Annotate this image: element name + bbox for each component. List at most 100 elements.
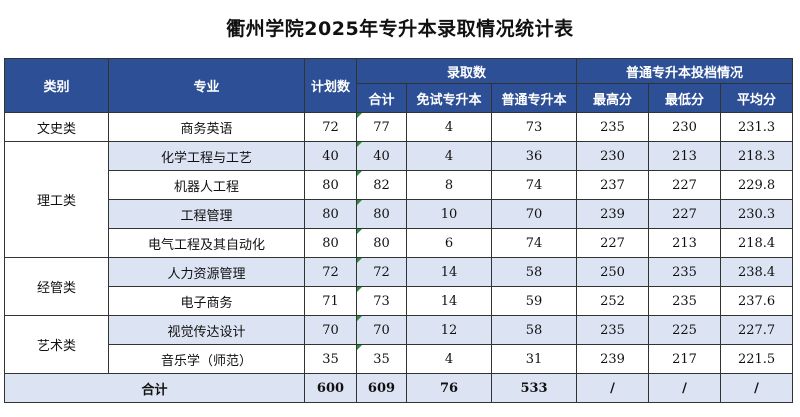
exempt-cell: 4 [406, 141, 492, 171]
avg-cell: 230.3 [720, 199, 794, 229]
exempt-cell: 10 [406, 199, 492, 229]
avg-cell: 218.4 [720, 228, 794, 258]
total-plan: 600 [304, 373, 357, 403]
total-avg: / [720, 373, 794, 403]
header-max: 最高分 [576, 83, 650, 113]
table-row: 机器人工程 80 82 8 74 237 227 229.8 [5, 170, 794, 200]
total-total: 609 [356, 373, 407, 403]
table-header: 类别 专业 计划数 录取数 普通专升本投档情况 合计 免试专升本 普通专升本 最… [4, 58, 794, 113]
header-plan: 计划数 [304, 58, 357, 113]
total-cell: 40 [356, 141, 407, 171]
category-cell: 文史类 [4, 112, 109, 142]
max-cell: 230 [576, 141, 650, 171]
header-exempt: 免试专升本 [406, 83, 492, 113]
avg-cell: 238.4 [720, 257, 794, 287]
exempt-cell: 4 [406, 344, 492, 374]
min-cell: 227 [648, 170, 722, 200]
max-cell: 235 [576, 315, 650, 345]
plan-cell: 72 [304, 112, 357, 142]
header-category: 类别 [4, 58, 109, 113]
min-cell: 213 [648, 228, 722, 258]
exempt-cell: 14 [406, 257, 492, 287]
table-row: 电子商务 71 73 14 59 252 235 237.6 [5, 286, 794, 316]
total-exempt: 76 [406, 373, 492, 403]
avg-cell: 231.3 [720, 112, 794, 142]
regular-cell: 73 [490, 112, 578, 142]
max-cell: 235 [576, 112, 650, 142]
plan-cell: 40 [304, 141, 357, 171]
total-cell: 77 [356, 112, 407, 142]
header-regular: 普通专升本 [490, 83, 578, 113]
min-cell: 230 [648, 112, 722, 142]
category-cell: 理工类 [4, 141, 109, 258]
min-cell: 225 [648, 315, 722, 345]
table-row: 文史类 商务英语 72 77 4 73 235 230 231.3 [4, 112, 794, 142]
total-regular: 533 [490, 373, 578, 403]
total-label: 合计 [4, 373, 305, 403]
table-row: 工程管理 80 80 10 70 239 227 230.3 [5, 199, 794, 229]
major-cell: 电子商务 [108, 286, 305, 316]
major-cell: 机器人工程 [108, 170, 305, 200]
max-cell: 227 [576, 228, 650, 258]
total-cell: 73 [356, 286, 407, 316]
table-row: 理工类 化学工程与工艺 40 40 4 36 230 213 218.3 [4, 141, 794, 258]
avg-cell: 221.5 [720, 344, 794, 374]
exempt-cell: 6 [406, 228, 492, 258]
exempt-cell: 4 [406, 112, 492, 142]
table-row: 音乐学（师范） 35 35 4 31 239 217 221.5 [5, 344, 794, 374]
regular-cell: 74 [490, 228, 578, 258]
table-row: 经管类 人力资源管理 72 72 14 58 250 235 238.4 [4, 257, 794, 316]
exempt-cell: 14 [406, 286, 492, 316]
regular-cell: 58 [490, 315, 578, 345]
min-cell: 235 [648, 286, 722, 316]
major-cell: 电气工程及其自动化 [108, 228, 305, 258]
total-cell: 35 [356, 344, 407, 374]
total-cell: 80 [356, 228, 407, 258]
total-min: / [648, 373, 722, 403]
regular-cell: 74 [490, 170, 578, 200]
header-major: 专业 [108, 58, 305, 113]
min-cell: 213 [648, 141, 722, 171]
plan-cell: 80 [304, 199, 357, 229]
major-cell: 化学工程与工艺 [108, 141, 305, 171]
header-admitted: 录取数 [355, 58, 578, 84]
avg-cell: 229.8 [720, 170, 794, 200]
table-body: 文史类 商务英语 72 77 4 73 235 230 231.3 理工类 化学… [4, 112, 794, 403]
major-cell: 商务英语 [108, 112, 305, 142]
admission-table: 类别 专业 计划数 录取数 普通专升本投档情况 合计 免试专升本 普通专升本 最… [4, 58, 794, 403]
max-cell: 239 [576, 344, 650, 374]
avg-cell: 227.7 [720, 315, 794, 345]
exempt-cell: 12 [406, 315, 492, 345]
total-cell: 82 [356, 170, 407, 200]
max-cell: 250 [576, 257, 650, 287]
regular-cell: 36 [490, 141, 578, 171]
major-cell: 视觉传达设计 [108, 315, 305, 345]
plan-cell: 70 [304, 315, 357, 345]
regular-cell: 31 [490, 344, 578, 374]
min-cell: 235 [648, 257, 722, 287]
plan-cell: 80 [304, 170, 357, 200]
major-cell: 人力资源管理 [108, 257, 305, 287]
major-cell: 工程管理 [108, 199, 305, 229]
max-cell: 237 [576, 170, 650, 200]
header-total: 合计 [356, 83, 407, 113]
total-cell: 70 [356, 315, 407, 345]
regular-cell: 58 [490, 257, 578, 287]
avg-cell: 218.3 [720, 141, 794, 171]
avg-cell: 237.6 [720, 286, 794, 316]
max-cell: 239 [576, 199, 650, 229]
plan-cell: 35 [304, 344, 357, 374]
total-max: / [576, 373, 650, 403]
table-row: 艺术类 视觉传达设计 70 70 12 58 235 225 227.7 [4, 315, 794, 374]
plan-cell: 72 [304, 257, 357, 287]
page-title: 衢州学院2025年专升本录取情况统计表 [226, 18, 574, 40]
exempt-cell: 8 [406, 170, 492, 200]
min-cell: 227 [648, 199, 722, 229]
total-cell: 72 [356, 257, 407, 287]
regular-cell: 70 [490, 199, 578, 229]
plan-cell: 71 [304, 286, 357, 316]
header-min: 最低分 [648, 83, 722, 113]
major-cell: 音乐学（师范） [108, 344, 305, 374]
min-cell: 217 [648, 344, 722, 374]
total-row: 合计 600 609 76 533 / / / [4, 373, 794, 403]
